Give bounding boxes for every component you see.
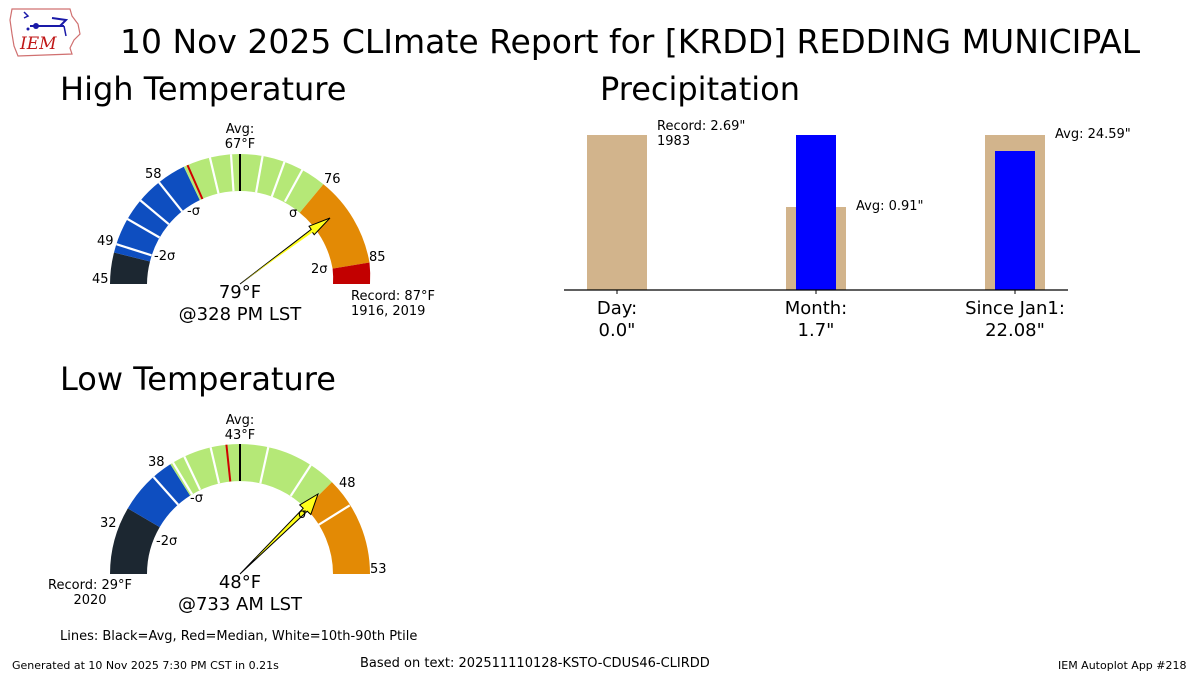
observed-time: @328 PM LST xyxy=(178,304,302,325)
avg-value: 43°F xyxy=(224,428,256,443)
source-text-id: Based on text: 202511110128-KSTO-CDUS46-… xyxy=(360,656,710,671)
sigma-plus-2: 2σ xyxy=(311,262,328,277)
record-year: 1983 xyxy=(657,134,691,149)
avg-label: Avg: xyxy=(225,122,255,137)
month-obs-bar xyxy=(796,135,836,290)
observed-value: 48°F xyxy=(218,572,262,593)
precip-title: Precipitation xyxy=(600,70,801,108)
tick-53: 53 xyxy=(370,562,387,577)
tick-45: 45 xyxy=(92,272,109,287)
record-label: Record: 87°F xyxy=(351,289,435,304)
high-temp-gauge xyxy=(110,154,371,285)
category-name: Day: xyxy=(596,298,638,319)
sigma-plus-1: σ xyxy=(298,507,307,522)
low-avg-label: Avg: 43°F xyxy=(210,413,270,443)
ytd-avg-annotation: Avg: 24.59" xyxy=(1055,127,1131,142)
low-observed: 48°F @733 AM LST xyxy=(160,572,320,616)
legend-note: Lines: Black=Avg, Red=Median, White=10th… xyxy=(60,629,418,644)
low-temp-gauge xyxy=(110,444,370,575)
median-line xyxy=(186,164,204,200)
low-record: Record: 29°F 2020 xyxy=(36,578,132,608)
observed-arrow xyxy=(239,492,319,575)
observed-value: 79°F xyxy=(218,282,262,303)
avg-label: Avg: xyxy=(225,413,255,428)
ytd-obs-bar xyxy=(995,151,1035,290)
band-below-sigma xyxy=(127,464,191,528)
category-value: 0.0" xyxy=(598,320,636,341)
band-below-2sigma xyxy=(110,252,150,284)
tick-32: 32 xyxy=(100,516,117,531)
day-category-label: Day: 0.0" xyxy=(557,298,677,342)
sigma-plus-1: σ xyxy=(289,206,298,221)
generated-timestamp: Generated at 10 Nov 2025 7:30 PM CST in … xyxy=(12,659,279,672)
logo-text: IEM xyxy=(20,34,57,54)
sigma-minus-1: -σ xyxy=(190,491,203,506)
tick-58: 58 xyxy=(145,167,162,182)
category-name: Month: xyxy=(784,298,848,319)
tick-38: 38 xyxy=(148,455,165,470)
tick-76: 76 xyxy=(324,172,341,187)
band-above-2sigma xyxy=(332,262,371,284)
low-temp-title: Low Temperature xyxy=(60,360,336,398)
month-avg-annotation: Avg: 0.91" xyxy=(856,199,924,214)
app-id: IEM Autoplot App #218 xyxy=(1058,659,1187,672)
sigma-minus-2: -2σ xyxy=(156,534,178,549)
category-value: 1.7" xyxy=(797,320,835,341)
record-years: 2020 xyxy=(73,593,107,608)
tick-85: 85 xyxy=(369,250,386,265)
record-value: Record: 2.69" xyxy=(657,119,746,134)
sigma-minus-2: -2σ xyxy=(154,249,176,264)
day-record-bar xyxy=(587,135,647,290)
high-temp-title: High Temperature xyxy=(60,70,347,108)
record-label: Record: 29°F xyxy=(48,578,132,593)
observed-time: @733 AM LST xyxy=(177,594,303,615)
day-record-annotation: Record: 2.69" 1983 xyxy=(657,119,745,149)
band-below-2sigma xyxy=(110,508,160,574)
high-avg-label: Avg: 67°F xyxy=(210,122,270,152)
band-normal xyxy=(183,154,324,213)
tick-48: 48 xyxy=(339,476,356,491)
category-name: Since Jan1: xyxy=(965,298,1065,319)
category-value: 22.08" xyxy=(985,320,1045,341)
sigma-minus-1: -σ xyxy=(187,204,200,219)
tick-49: 49 xyxy=(97,234,114,249)
month-category-label: Month: 1.7" xyxy=(756,298,876,342)
band-above-sigma xyxy=(305,482,370,574)
precip-chart xyxy=(564,135,1068,294)
band-above-sigma xyxy=(299,184,370,269)
page-title: 10 Nov 2025 CLImate Report for [KRDD] RE… xyxy=(120,22,1141,61)
ytd-category-label: Since Jan1: 22.08" xyxy=(945,298,1085,342)
percentile-lines xyxy=(152,446,351,526)
avg-value: 67°F xyxy=(224,137,256,152)
band-normal xyxy=(170,444,332,509)
iem-logo: IEM xyxy=(8,6,84,60)
iowa-outline-icon xyxy=(9,8,81,57)
percentile-lines xyxy=(116,154,304,257)
high-observed: 79°F @328 PM LST xyxy=(160,282,320,326)
median-line xyxy=(225,444,232,482)
high-record: Record: 87°F 1916, 2019 xyxy=(351,289,435,319)
record-years: 1916, 2019 xyxy=(351,304,426,319)
